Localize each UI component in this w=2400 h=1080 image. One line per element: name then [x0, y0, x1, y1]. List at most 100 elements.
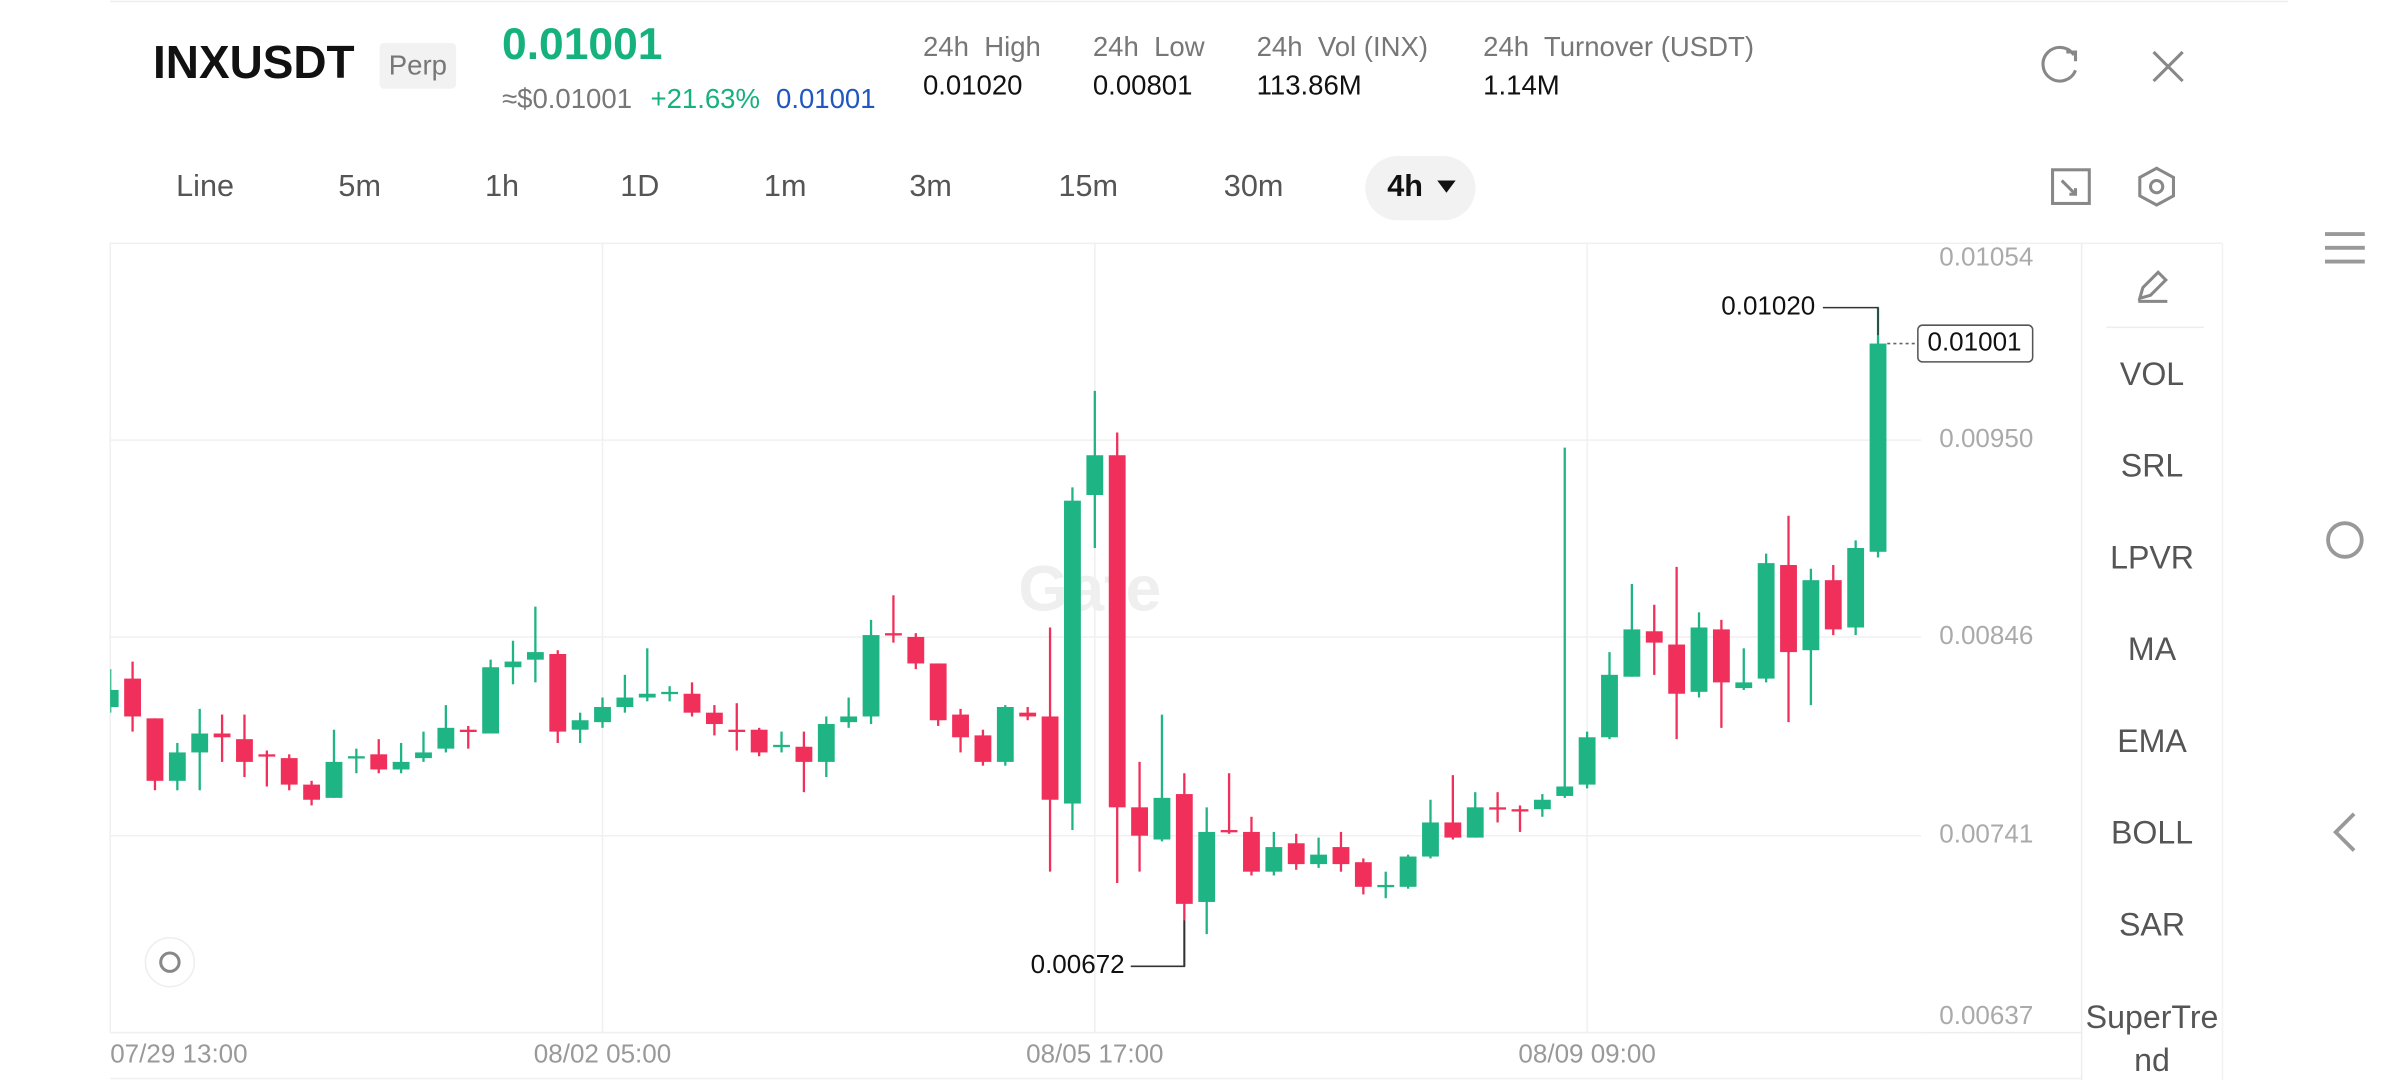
candle-body: [862, 635, 880, 717]
candle-body: [258, 754, 276, 757]
candle-body: [1198, 831, 1216, 902]
last-price-label: 0.01001: [1927, 326, 2021, 356]
candle-body: [907, 636, 925, 664]
candle-body: [1668, 644, 1686, 694]
y-tick-label: 0.00846: [1939, 620, 2033, 650]
candle-body: [526, 652, 544, 660]
candle-body: [1466, 807, 1484, 838]
interval-button[interactable]: 3m: [909, 169, 952, 203]
candle-body: [1332, 847, 1350, 865]
drawing-toggle[interactable]: [144, 936, 196, 988]
selected-interval-bg: [1365, 156, 1476, 221]
interval-button[interactable]: Line: [176, 169, 234, 203]
stat-label: 24h Low: [1093, 31, 1205, 62]
candle-body: [1041, 716, 1059, 800]
candle-body: [1131, 807, 1148, 836]
indicator-wrap: SuperTrend: [2085, 1000, 2219, 1079]
indicator[interactable]: SAR: [2119, 907, 2185, 943]
indicator[interactable]: VOL: [2120, 356, 2184, 392]
mark-price: 0.01001: [776, 83, 876, 114]
candle-body: [1310, 854, 1328, 865]
pencil-button[interactable]: [2137, 270, 2168, 303]
candle-body: [974, 735, 992, 762]
min-marker-line: [1130, 920, 1186, 968]
x-tick-label: 08/09 09:00: [1518, 1038, 1655, 1068]
candle-body: [773, 744, 790, 748]
indicator[interactable]: MA: [2128, 631, 2177, 667]
fullscreen-button[interactable]: [2051, 168, 2091, 205]
dropdown-caret: [1437, 180, 1456, 193]
interval-button[interactable]: 4h: [1387, 169, 1423, 203]
x-tick-label: 07/29 13:00: [110, 1038, 247, 1068]
interval-button[interactable]: 30m: [1224, 169, 1284, 203]
candle-body: [370, 754, 388, 770]
stat-value: 113.86M: [1257, 69, 1362, 100]
last-price-box: [1917, 324, 2034, 363]
candle-body: [549, 653, 567, 732]
candle-body: [705, 712, 723, 725]
x-tick-label: 08/05 17:00: [1026, 1038, 1163, 1068]
interval-button[interactable]: 15m: [1058, 169, 1118, 203]
candle-body: [885, 633, 902, 636]
candle-body: [1802, 580, 1820, 651]
price: 0.01001: [502, 20, 662, 69]
indicator[interactable]: EMA: [2117, 723, 2187, 759]
indicator[interactable]: SRL: [2121, 448, 2184, 484]
candle-body: [213, 733, 231, 738]
candle-body: [952, 714, 969, 738]
candle-body: [1533, 799, 1551, 810]
y-tick-label: 0.00950: [1939, 423, 2033, 453]
nav-home[interactable]: [2326, 521, 2364, 559]
y-tick-label: 0.01054: [1939, 241, 2033, 271]
candle-body: [1735, 682, 1753, 689]
candle-body: [1489, 807, 1507, 810]
settings-button[interactable]: [2138, 166, 2175, 207]
interval-button[interactable]: 1m: [764, 169, 807, 203]
interval-button[interactable]: 5m: [338, 169, 381, 203]
candle-body: [1847, 547, 1865, 628]
indicator[interactable]: LPVR: [2110, 539, 2194, 575]
y-tick-label: 0.00741: [1939, 819, 2033, 849]
candle-body: [1220, 830, 1238, 833]
candle-body: [146, 718, 164, 781]
candle-body: [594, 706, 611, 723]
candle-body: [1354, 862, 1372, 887]
candle-body: [504, 661, 522, 668]
candle-body: [1287, 843, 1305, 865]
candle-body: [280, 758, 298, 785]
nav-menu[interactable]: [2325, 232, 2365, 264]
candle-body: [1578, 737, 1596, 785]
candle-body: [683, 693, 701, 713]
candle-body: [1444, 822, 1462, 838]
close-button[interactable]: [2152, 50, 2184, 83]
candle-body: [1377, 884, 1395, 888]
nav-back[interactable]: [2333, 812, 2356, 852]
indicator[interactable]: SuperTrend: [2085, 1000, 2219, 1079]
symbol: INXUSDT: [153, 36, 354, 88]
candle-body: [1265, 847, 1283, 872]
candle-body: [840, 716, 858, 723]
candle-body: [191, 733, 209, 753]
badge-bg: [379, 42, 457, 89]
candle-body: [1869, 343, 1887, 552]
candle-body: [728, 729, 746, 733]
indicator[interactable]: BOLL: [2111, 815, 2193, 851]
candle-body: [1601, 674, 1618, 738]
candles: [110, 307, 1887, 967]
candle-body: [110, 689, 119, 707]
candle-body: [929, 663, 947, 721]
candle-body: [1175, 794, 1193, 904]
interval-button[interactable]: 1h: [485, 169, 519, 203]
stat-value: 0.01020: [923, 69, 1023, 100]
candle-body: [996, 706, 1014, 762]
candle-body: [1153, 797, 1171, 840]
interval-button[interactable]: 1D: [620, 169, 659, 203]
candle-body: [1757, 563, 1775, 679]
min-marker-label: 0.00672: [1031, 949, 1125, 979]
candle-body: [1623, 629, 1641, 677]
refresh-button[interactable]: [2041, 45, 2078, 83]
candle-body: [1243, 831, 1260, 872]
candle-body: [616, 697, 634, 707]
candle-body: [459, 729, 477, 733]
